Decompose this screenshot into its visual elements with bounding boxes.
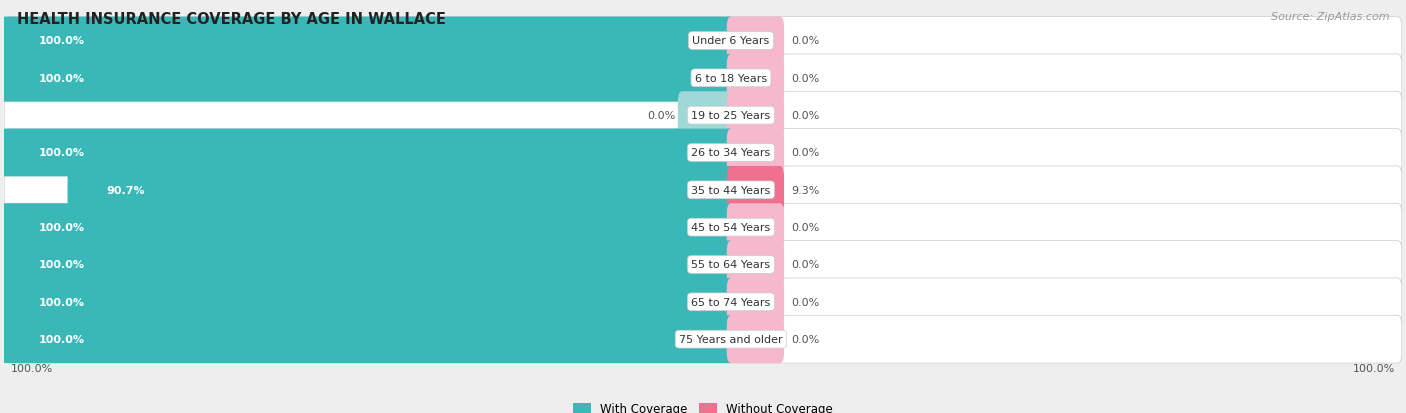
FancyBboxPatch shape xyxy=(4,204,1402,252)
Text: 0.0%: 0.0% xyxy=(792,36,820,46)
Text: 0.0%: 0.0% xyxy=(792,223,820,233)
Text: 100.0%: 100.0% xyxy=(39,297,86,307)
Text: 100.0%: 100.0% xyxy=(39,260,86,270)
Text: 0.0%: 0.0% xyxy=(792,335,820,344)
FancyBboxPatch shape xyxy=(0,18,735,65)
FancyBboxPatch shape xyxy=(678,92,735,140)
FancyBboxPatch shape xyxy=(727,278,785,326)
Text: 35 to 44 Years: 35 to 44 Years xyxy=(692,185,770,195)
FancyBboxPatch shape xyxy=(4,278,1402,326)
FancyBboxPatch shape xyxy=(727,204,785,252)
Text: 100.0%: 100.0% xyxy=(1353,363,1395,373)
FancyBboxPatch shape xyxy=(0,55,735,102)
FancyBboxPatch shape xyxy=(67,166,735,214)
Text: Under 6 Years: Under 6 Years xyxy=(692,36,769,46)
Text: 6 to 18 Years: 6 to 18 Years xyxy=(695,74,768,83)
Text: 0.0%: 0.0% xyxy=(792,260,820,270)
Text: HEALTH INSURANCE COVERAGE BY AGE IN WALLACE: HEALTH INSURANCE COVERAGE BY AGE IN WALL… xyxy=(17,12,446,27)
FancyBboxPatch shape xyxy=(0,278,735,326)
Text: 55 to 64 Years: 55 to 64 Years xyxy=(692,260,770,270)
FancyBboxPatch shape xyxy=(0,204,735,252)
Text: 65 to 74 Years: 65 to 74 Years xyxy=(692,297,770,307)
FancyBboxPatch shape xyxy=(0,316,735,363)
FancyBboxPatch shape xyxy=(4,166,1402,214)
Text: 100.0%: 100.0% xyxy=(39,223,86,233)
FancyBboxPatch shape xyxy=(727,55,785,102)
FancyBboxPatch shape xyxy=(4,18,1402,65)
FancyBboxPatch shape xyxy=(4,316,1402,363)
FancyBboxPatch shape xyxy=(727,166,785,214)
FancyBboxPatch shape xyxy=(4,55,1402,102)
Text: 26 to 34 Years: 26 to 34 Years xyxy=(692,148,770,158)
Text: 100.0%: 100.0% xyxy=(39,335,86,344)
Text: 45 to 54 Years: 45 to 54 Years xyxy=(692,223,770,233)
Text: 100.0%: 100.0% xyxy=(39,148,86,158)
FancyBboxPatch shape xyxy=(4,241,1402,289)
FancyBboxPatch shape xyxy=(727,18,785,65)
FancyBboxPatch shape xyxy=(4,129,1402,177)
FancyBboxPatch shape xyxy=(0,129,735,177)
FancyBboxPatch shape xyxy=(4,92,1402,140)
Text: 0.0%: 0.0% xyxy=(647,111,675,121)
Text: 100.0%: 100.0% xyxy=(39,74,86,83)
Text: 19 to 25 Years: 19 to 25 Years xyxy=(692,111,770,121)
Text: 75 Years and older: 75 Years and older xyxy=(679,335,783,344)
Text: 0.0%: 0.0% xyxy=(792,148,820,158)
FancyBboxPatch shape xyxy=(727,241,785,289)
Text: 0.0%: 0.0% xyxy=(792,74,820,83)
Text: 90.7%: 90.7% xyxy=(107,185,145,195)
Text: 100.0%: 100.0% xyxy=(11,363,53,373)
FancyBboxPatch shape xyxy=(727,316,785,363)
Legend: With Coverage, Without Coverage: With Coverage, Without Coverage xyxy=(572,402,834,413)
FancyBboxPatch shape xyxy=(727,92,785,140)
Text: 9.3%: 9.3% xyxy=(792,185,820,195)
Text: 0.0%: 0.0% xyxy=(792,111,820,121)
Text: 100.0%: 100.0% xyxy=(39,36,86,46)
Text: 0.0%: 0.0% xyxy=(792,297,820,307)
FancyBboxPatch shape xyxy=(0,241,735,289)
Text: Source: ZipAtlas.com: Source: ZipAtlas.com xyxy=(1271,12,1389,22)
FancyBboxPatch shape xyxy=(727,129,785,177)
